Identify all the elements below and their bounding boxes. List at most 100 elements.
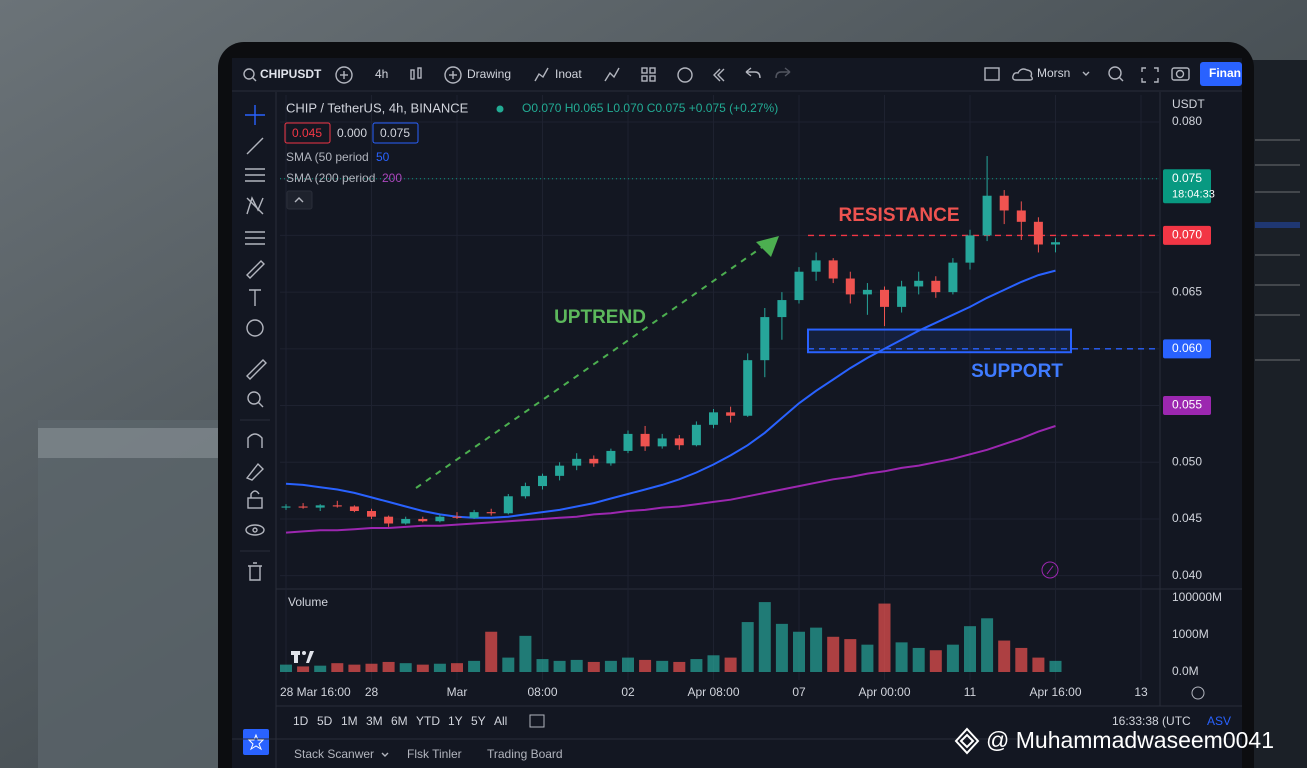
favorites-button[interactable]	[243, 729, 269, 755]
candle-body	[691, 424, 701, 446]
y-tick-label: 0.080	[1172, 114, 1202, 128]
collapse-legend[interactable]	[286, 190, 313, 210]
volume-bar	[468, 660, 481, 672]
scale-mode[interactable]: ASV	[1207, 714, 1231, 728]
range-button[interactable]: YTD	[416, 714, 440, 728]
volume-bar	[416, 664, 429, 672]
range-button[interactable]: 6M	[391, 714, 408, 728]
range-button[interactable]: 5Y	[471, 714, 486, 728]
drawing-mode[interactable]	[245, 462, 264, 481]
volume-bar	[758, 602, 771, 672]
layout-icon[interactable]	[641, 67, 656, 82]
trend-line-tool[interactable]	[246, 137, 264, 155]
tab[interactable]: Trading Board	[487, 747, 563, 761]
candle-body	[743, 360, 753, 416]
add-symbol[interactable]	[335, 66, 353, 84]
candle-body	[657, 438, 667, 447]
indicators-button[interactable]: Inoat	[555, 67, 582, 81]
clock: 16:33:38 (UTC	[1112, 714, 1191, 728]
range-button[interactable]: 1D	[293, 714, 309, 728]
alert-icon[interactable]	[677, 67, 693, 83]
volume-bar	[707, 655, 720, 672]
volume-pane	[280, 602, 1062, 672]
lock-tool[interactable]	[247, 497, 263, 509]
fullscreen[interactable]	[1141, 67, 1159, 83]
emoji-tool[interactable]	[246, 319, 264, 337]
volume-bar	[895, 642, 908, 672]
range-button[interactable]: 1Y	[448, 714, 463, 728]
ask-box[interactable]	[372, 122, 419, 144]
volume-bar	[604, 660, 617, 672]
magnet-tool[interactable]	[247, 433, 263, 448]
snapshot[interactable]	[1171, 67, 1190, 81]
chart-type[interactable]	[410, 67, 422, 80]
projection-tool[interactable]	[245, 231, 265, 245]
x-tick-label: 08:00	[527, 685, 557, 699]
candle-body	[589, 458, 599, 464]
candle-body	[555, 465, 565, 476]
theme[interactable]: Morsn	[1037, 66, 1070, 80]
interval[interactable]: 4h	[375, 67, 388, 81]
price-label: 0.075	[1172, 171, 1202, 185]
price-label-box	[1163, 396, 1211, 416]
publish-button[interactable]	[1200, 62, 1242, 86]
settings-icon[interactable]	[1191, 686, 1205, 700]
fib-tool[interactable]	[245, 168, 265, 182]
search-icon[interactable]	[243, 68, 255, 80]
tab[interactable]: Stack Scanwer	[294, 747, 374, 761]
chart-icon[interactable]	[1041, 561, 1059, 579]
zoom-icon[interactable]	[1108, 66, 1122, 80]
candle-body	[384, 516, 394, 524]
volume-tick-label: 100000M	[1172, 590, 1222, 604]
x-tick-label: 28	[365, 685, 379, 699]
volume-bar	[331, 663, 344, 672]
range-button[interactable]: 1M	[341, 714, 358, 728]
redo[interactable]	[775, 67, 791, 79]
range-button[interactable]: 5D	[317, 714, 333, 728]
volume-bar	[451, 663, 463, 672]
volume-bar	[502, 657, 515, 672]
cloud-icon[interactable]	[1012, 68, 1033, 81]
layout-select[interactable]	[984, 67, 1000, 81]
volume-bar	[827, 636, 840, 672]
brush-tool[interactable]	[246, 260, 265, 279]
tab[interactable]: Flsk Tinler	[407, 747, 462, 761]
star-icon	[247, 733, 265, 751]
drawing-button[interactable]: Drawing	[467, 67, 511, 81]
replay-icon[interactable]	[713, 68, 721, 82]
stand	[38, 420, 228, 768]
volume-bar	[929, 650, 942, 672]
drawing-icon[interactable]	[444, 66, 462, 84]
spread: 0.000	[337, 126, 367, 140]
symbol[interactable]: CHIPUSDT	[260, 67, 322, 81]
publish-label[interactable]: Finan	[1209, 66, 1241, 80]
side-screen	[1250, 60, 1307, 768]
ruler-tool[interactable]	[246, 359, 267, 380]
crosshair-tool[interactable]	[245, 105, 265, 125]
undo[interactable]	[745, 67, 761, 79]
volume-bar	[690, 659, 703, 672]
hide-tool[interactable]	[245, 524, 265, 536]
price-label: 0.070	[1172, 228, 1202, 242]
range-button[interactable]: 3M	[366, 714, 383, 728]
delete-tool[interactable]	[248, 562, 262, 581]
y-tick-label: 0.040	[1172, 568, 1202, 582]
x-tick-label: 07	[792, 685, 806, 699]
screen	[232, 58, 1242, 768]
candle-body	[572, 458, 582, 466]
volume-bar	[981, 618, 994, 672]
volume-bar	[1049, 660, 1062, 672]
candle-body	[1051, 242, 1060, 245]
calendar-icon[interactable]	[529, 714, 545, 728]
pattern-tool[interactable]	[246, 196, 264, 215]
text-tool[interactable]	[249, 289, 261, 306]
volume-bar	[861, 644, 874, 672]
zoom-tool[interactable]	[247, 391, 261, 405]
indicators-icon[interactable]	[534, 67, 549, 82]
x-tick-label: Apr 00:00	[858, 685, 910, 699]
compare-icon[interactable]	[604, 67, 620, 82]
bid-box[interactable]	[284, 122, 331, 144]
candle-body	[982, 195, 992, 236]
x-tick-label: 13	[1134, 685, 1148, 699]
range-button[interactable]: All	[494, 714, 507, 728]
